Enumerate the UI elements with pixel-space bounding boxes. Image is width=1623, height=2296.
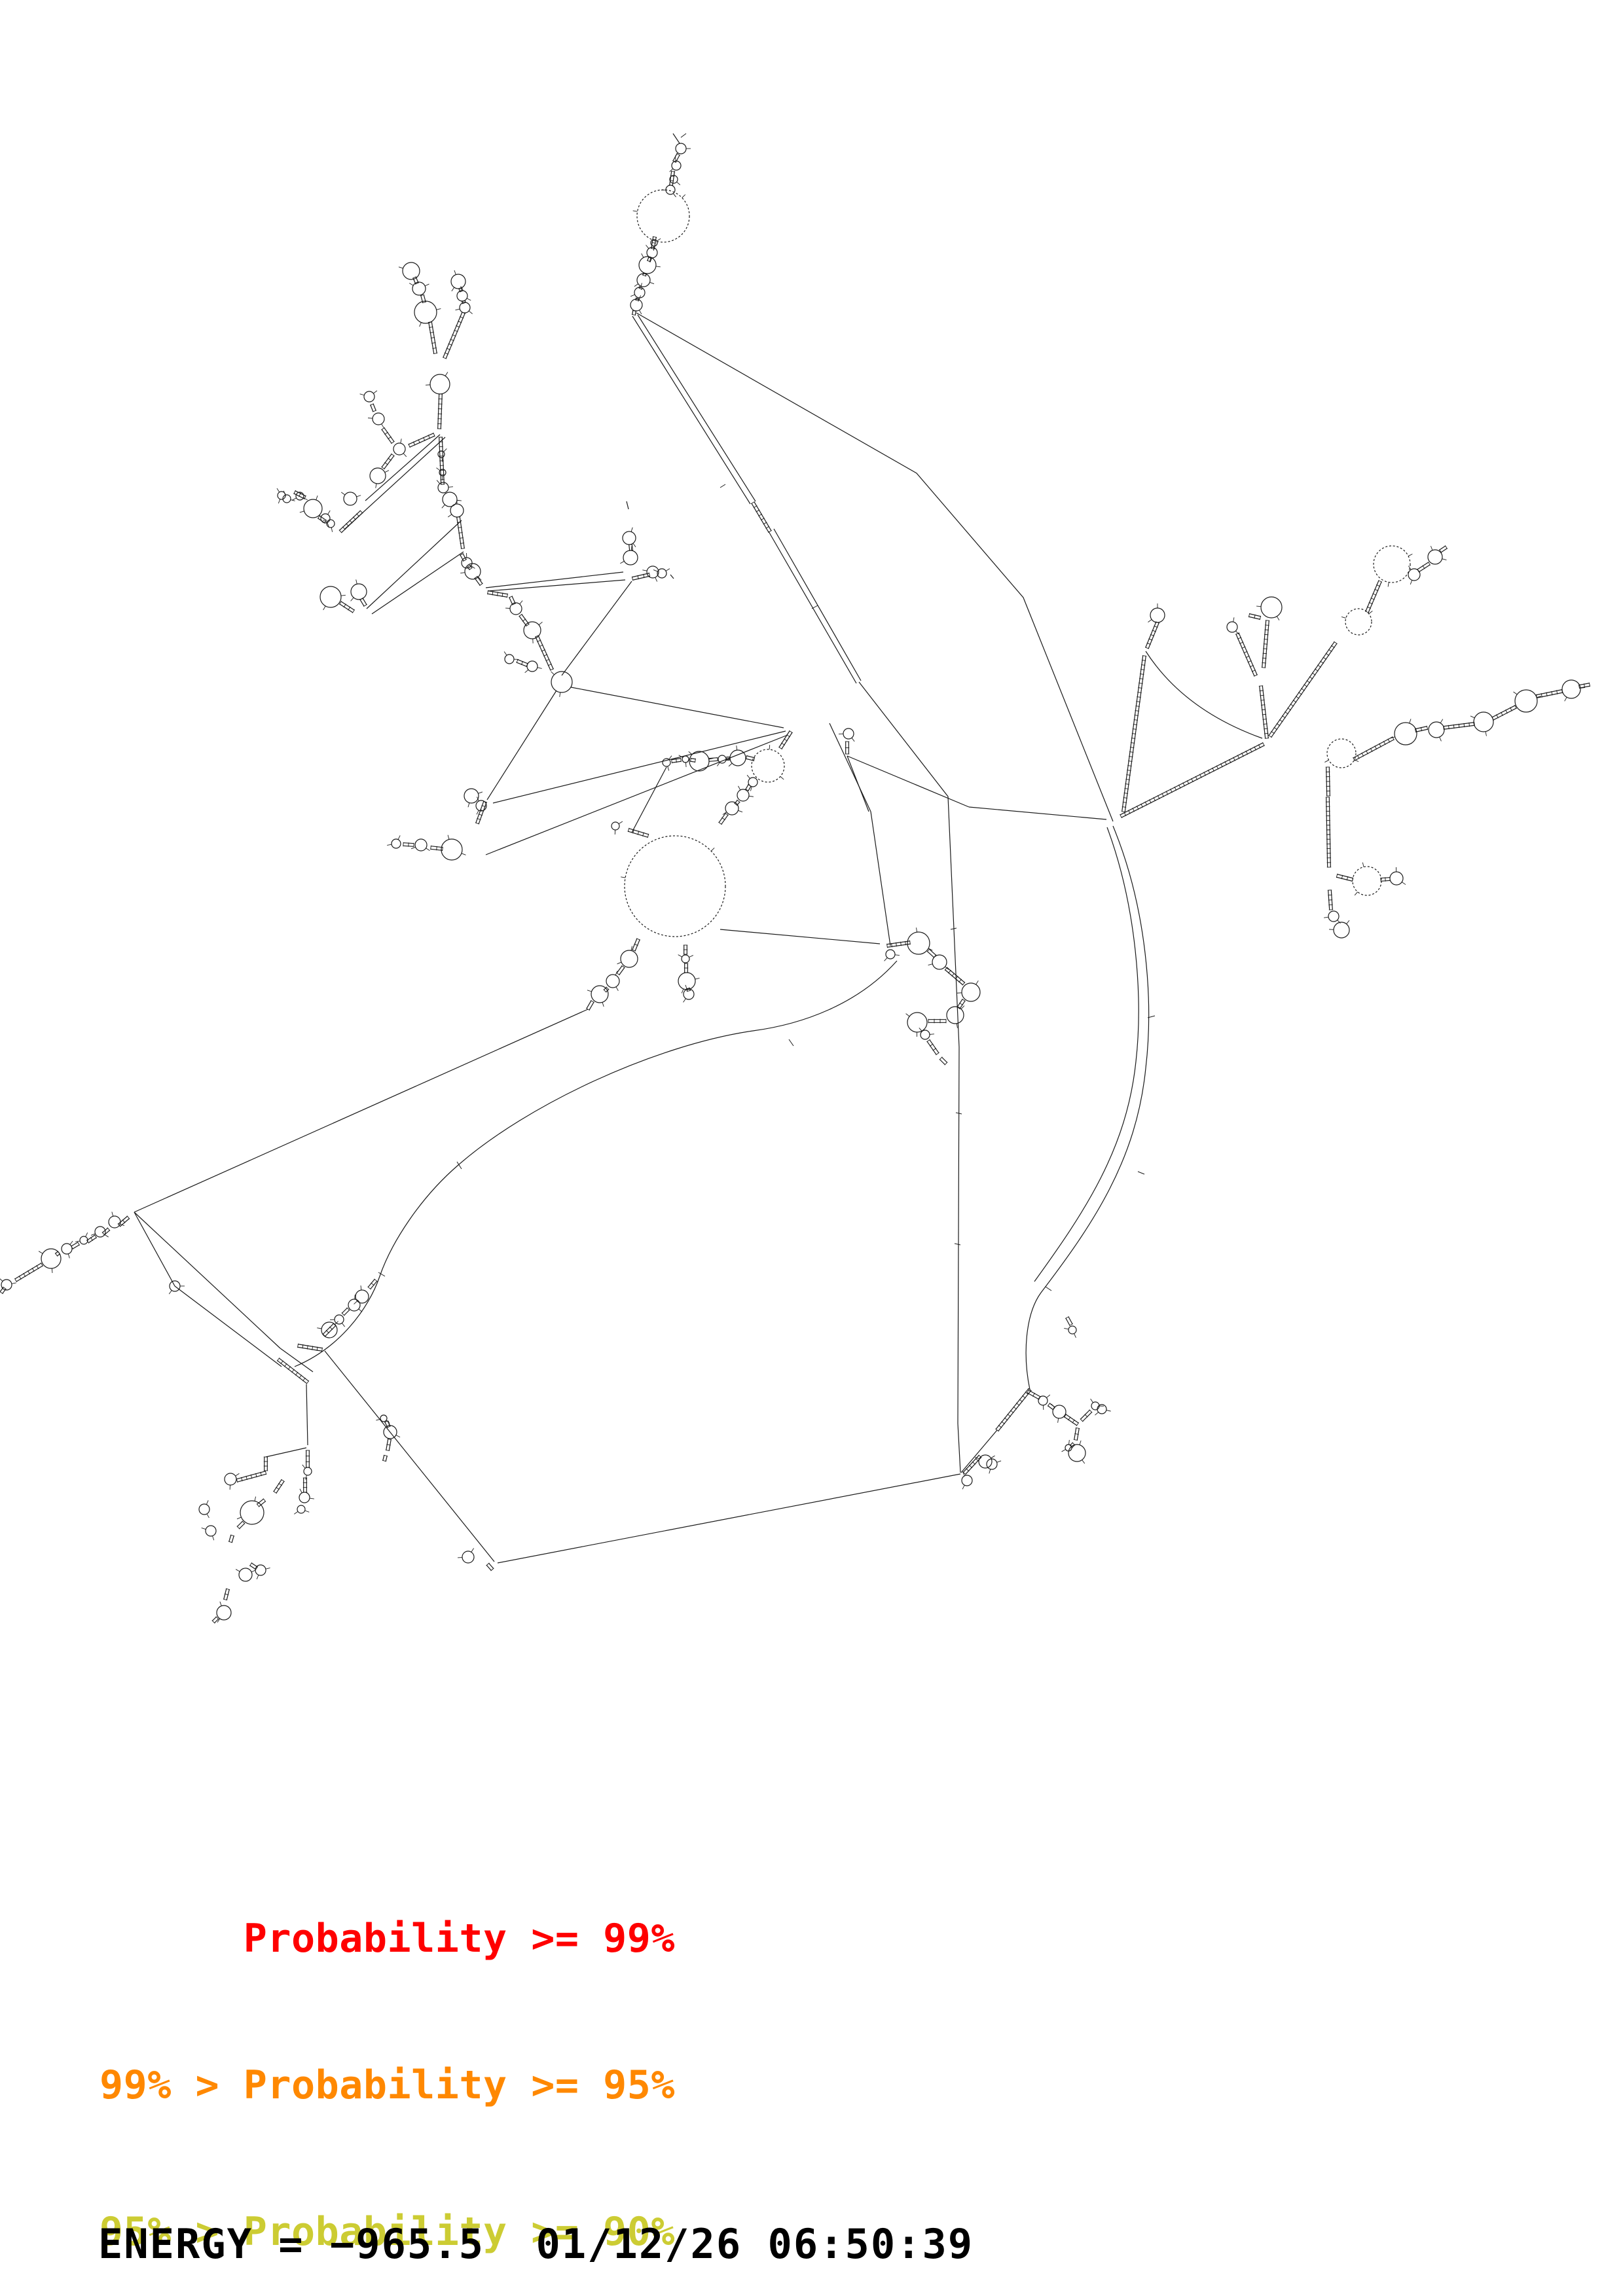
helix-stems <box>0 153 1591 1624</box>
energy-timestamp-line: ENERGY = −965.5 01/12/26 06:50:39 <box>98 2220 974 2268</box>
legend-row-95: 99% > Probability >= 95% <box>100 2062 675 2108</box>
legend-row-99: Probability >= 99% <box>100 1916 675 1962</box>
nucleotide-ticks <box>0 133 1585 1623</box>
legend-row-90: 95% > Probability >= 90% <box>100 2208 675 2255</box>
loop-circles <box>1 143 1581 1621</box>
probability-legend: Probability >= 99% 99% > Probability >= … <box>100 1817 675 2296</box>
backbone-arcs <box>294 651 1263 1390</box>
connector-lines <box>134 133 1114 1564</box>
